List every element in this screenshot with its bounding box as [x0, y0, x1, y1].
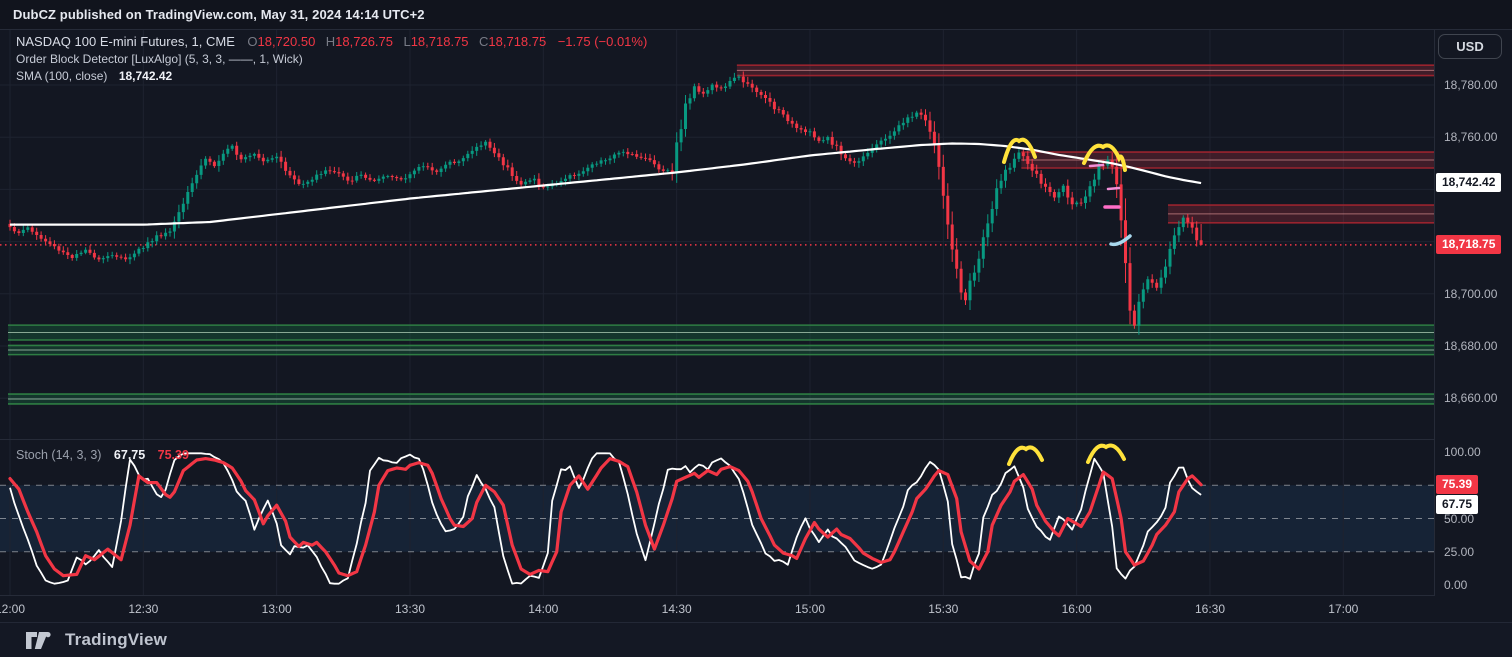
- stoch-pane-canvas[interactable]: [0, 440, 1434, 595]
- candle-bodies-up: [21, 76, 1185, 326]
- time-tick-label: 14:00: [528, 601, 559, 616]
- footer-bar: TradingView: [0, 622, 1512, 657]
- tradingview-logo-icon[interactable]: [26, 631, 56, 649]
- time-tick-label: 15:30: [928, 601, 959, 616]
- pink-dash-annotation: [1106, 186, 1121, 191]
- time-tick-label: 13:00: [261, 601, 292, 616]
- change-value: −1.75 (−0.01%): [557, 34, 648, 49]
- time-tick-label: 12:30: [128, 601, 159, 616]
- open-label: O: [247, 34, 258, 49]
- low-label: L: [403, 34, 411, 49]
- price-tick-label: 18,660.00: [1444, 391, 1498, 406]
- time-tick-label: 15:00: [794, 601, 825, 616]
- symbol-title: NASDAQ 100 E-mini Futures, 1, CME: [16, 34, 235, 49]
- time-tick-label: 17:00: [1328, 601, 1359, 616]
- publish-info-text: DubCZ published on TradingView.com, May …: [13, 7, 425, 22]
- last-price-badge: 18,718.75: [1436, 234, 1502, 254]
- currency-button[interactable]: USD: [1438, 34, 1502, 59]
- price-scale-separator: [1434, 30, 1435, 621]
- bearish-order-block: [736, 64, 1434, 77]
- tradingview-wordmark[interactable]: TradingView: [65, 630, 168, 649]
- sma-legend-row[interactable]: SMA (100, close) 18,742.42: [16, 68, 647, 84]
- stoch-title: Stoch (14, 3, 3): [16, 448, 102, 462]
- pink-dash-annotation: [1088, 163, 1105, 168]
- yellow-arc-annotation: [1082, 143, 1127, 172]
- stoch-tick-label: 25.00: [1444, 544, 1475, 559]
- sma-price-badge: 18,742.42: [1436, 173, 1502, 193]
- yellow-arc-annotation: [1086, 443, 1126, 464]
- blue-stroke-annotation: [1109, 234, 1132, 247]
- high-value: 18,726.75: [335, 34, 394, 49]
- price-tick-label: 18,680.00: [1444, 339, 1498, 353]
- timescale-separator: [0, 595, 1512, 596]
- yellow-arc-annotation: [1002, 137, 1037, 164]
- bullish-order-block: [8, 324, 1434, 341]
- time-tick-label: 16:30: [1194, 601, 1225, 616]
- stoch-k-line: [9, 452, 1202, 585]
- bullish-order-block: [8, 344, 1434, 356]
- yellow-arc-annotation: [1007, 445, 1044, 466]
- sma-label: SMA (100, close): [16, 69, 108, 83]
- close-label: C: [479, 34, 489, 49]
- orderblock-indicator-title: Order Block Detector [LuxAlgo] (5, 3, 3,…: [16, 52, 303, 66]
- low-value: 18,718.75: [410, 34, 469, 49]
- time-tick-label: 13:30: [394, 601, 425, 616]
- candle-wicks-up: [22, 72, 1184, 335]
- stoch-tick-label: 50.00: [1444, 511, 1475, 526]
- open-value: 18,720.50: [257, 34, 316, 49]
- bullish-order-block: [8, 393, 1434, 405]
- high-label: H: [325, 34, 336, 49]
- symbol-legend-row[interactable]: NASDAQ 100 E-mini Futures, 1, CME O18,72…: [16, 34, 647, 50]
- indicator-legend-row[interactable]: Order Block Detector [LuxAlgo] (5, 3, 3,…: [16, 51, 647, 67]
- stoch-band: [0, 485, 1434, 552]
- stoch-k-value: 67.75: [113, 448, 146, 462]
- price-pane-canvas[interactable]: [0, 30, 1434, 440]
- price-axis[interactable]: USD 18,780.00 18,760.00 18,700.00 18,680.00…: [1435, 30, 1512, 621]
- time-tick-label: 16:00: [1061, 601, 1092, 616]
- sma-line: [10, 142, 1202, 226]
- time-axis[interactable]: 12:00 12:30 13:00 13:30 14:00 14:30 15:00 15:30…: [0, 596, 1512, 621]
- price-tick-label: 18,700.00: [1444, 286, 1498, 301]
- publish-info-bar: DubCZ published on TradingView.com, May …: [0, 0, 1512, 30]
- stoch-legend-row[interactable]: Stoch (14, 3, 3) 67.75 75.39: [16, 446, 189, 464]
- stoch-d-badge: 75.39: [1436, 474, 1479, 494]
- time-tick-label: 14:30: [661, 601, 692, 616]
- stoch-d-line: [8, 457, 1203, 578]
- main-legend[interactable]: NASDAQ 100 E-mini Futures, 1, CME O18,72…: [16, 34, 647, 85]
- price-tick-label: 18,780.00: [1444, 78, 1498, 92]
- bearish-order-block: [1167, 204, 1434, 224]
- pane-separator[interactable]: [0, 439, 1512, 440]
- stoch-tick-label: 0.00: [1444, 578, 1468, 592]
- stoch-k-badge: 67.75: [1436, 494, 1479, 514]
- stoch-tick-label: 100.00: [1444, 445, 1481, 459]
- stoch-d-value: 75.39: [157, 448, 189, 462]
- close-value: 18,718.75: [488, 34, 547, 49]
- price-tick-label: 18,760.00: [1444, 130, 1498, 145]
- sma-value: 18,742.42: [118, 69, 173, 83]
- time-tick-label: 12:00: [0, 601, 26, 616]
